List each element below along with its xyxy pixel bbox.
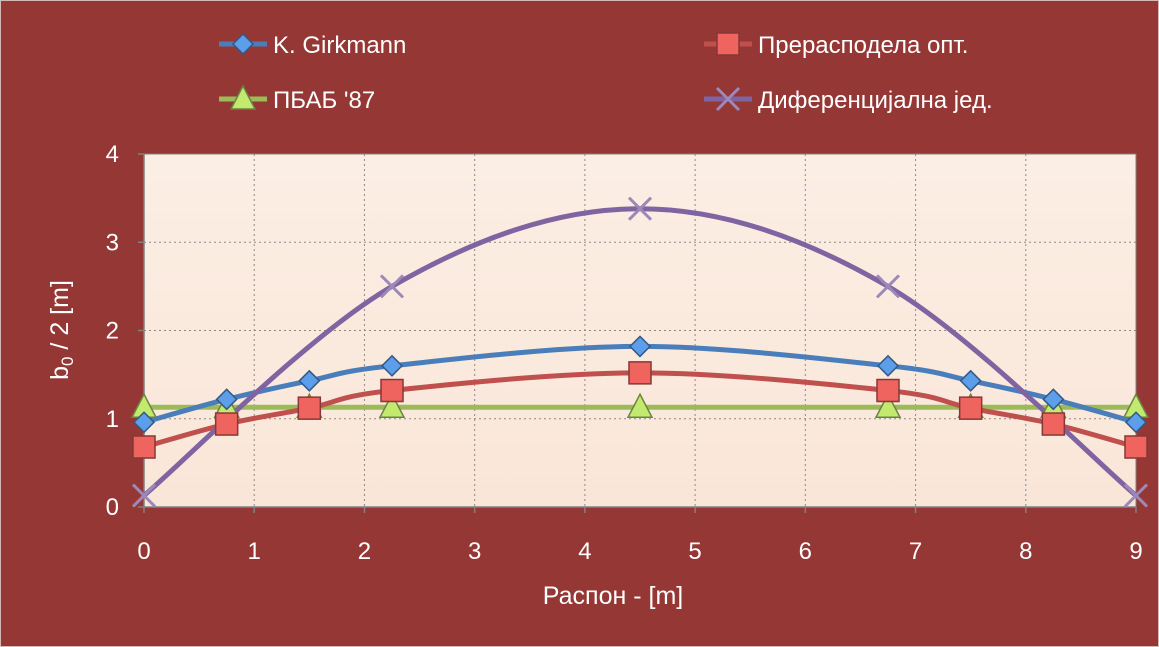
x-tick-label: 3 (468, 538, 481, 565)
data-point-stroke (875, 274, 901, 299)
y-tick-label: 0 (106, 494, 119, 521)
x-tick-label: 9 (1129, 538, 1142, 565)
series-markers (130, 196, 1150, 508)
data-point (132, 411, 156, 434)
data-point-stroke (379, 274, 405, 299)
legend-label: ПБАБ '87 (273, 87, 375, 114)
legend-label: K. Girkmann (273, 32, 406, 59)
y-tick-label: 2 (106, 318, 119, 345)
data-point (628, 361, 652, 385)
tick-labels: 0 1 2 3 4 5 6 7 8 9 0 1 2 3 4 (106, 141, 1143, 565)
data-point (959, 369, 982, 392)
y-tick-label: 3 (106, 229, 119, 256)
data-point (627, 196, 653, 221)
data-point (1041, 412, 1066, 436)
y-axis-title-rest: / 2 [m] (46, 280, 74, 356)
x-axis-title: Распон - [m] (543, 582, 683, 610)
grid (144, 154, 1136, 507)
data-point (214, 412, 239, 436)
data-point (875, 274, 901, 299)
y-axis-title-main: b (46, 366, 74, 380)
data-point (297, 396, 322, 420)
data-point (379, 274, 405, 299)
data-point (378, 392, 406, 419)
y-tick-label: 1 (106, 406, 119, 433)
data-point-stroke (627, 196, 653, 221)
x-tick-label: 1 (248, 538, 261, 565)
data-point (876, 378, 900, 403)
x-tick-label: 2 (358, 538, 371, 565)
legend-entry: K. Girkmann (219, 32, 406, 59)
x-tick-label: 5 (688, 538, 701, 565)
data-point (1042, 388, 1065, 411)
legend-marker (716, 32, 740, 56)
data-point (1123, 483, 1149, 508)
data-point (876, 354, 900, 377)
x-tick-label: 0 (137, 538, 150, 565)
data-point (131, 483, 157, 508)
legend-label: Прерасподела опт. (758, 32, 968, 59)
x-tick-label: 7 (909, 538, 922, 565)
data-point (215, 388, 238, 411)
legend-marker (715, 86, 741, 112)
legend-label: Диференцијална јед. (758, 87, 993, 114)
data-point (1124, 435, 1148, 459)
legend-entry: Прерасподела опт. (704, 32, 968, 59)
data-point (132, 435, 156, 459)
legend-marker (229, 84, 257, 110)
legend-entry: ПБАБ '87 (219, 84, 375, 114)
x-tick-label: 6 (799, 538, 812, 565)
y-axis-title-subscript: 0 (58, 357, 77, 366)
data-point (1124, 411, 1148, 434)
data-point (628, 335, 652, 358)
y-tick-label: 4 (106, 141, 119, 168)
data-point (298, 369, 321, 392)
x-tick-label: 8 (1019, 538, 1032, 565)
data-point (380, 354, 404, 377)
data-point-stroke (1123, 483, 1149, 508)
data-point (874, 392, 902, 419)
legend-marker (231, 32, 255, 56)
data-point (380, 378, 404, 403)
legend-marker-stroke (715, 86, 741, 112)
legend: K. Girkmann Прерасподела опт. ПБАБ '87 Дифе… (219, 32, 993, 114)
data-point (626, 392, 654, 419)
y-axis-title: b0 / 2 [m] (46, 280, 77, 380)
data-point (958, 396, 983, 420)
legend-entry: Диференцијална јед. (704, 86, 993, 114)
data-point-stroke (131, 483, 157, 508)
x-tick-label: 4 (578, 538, 591, 565)
